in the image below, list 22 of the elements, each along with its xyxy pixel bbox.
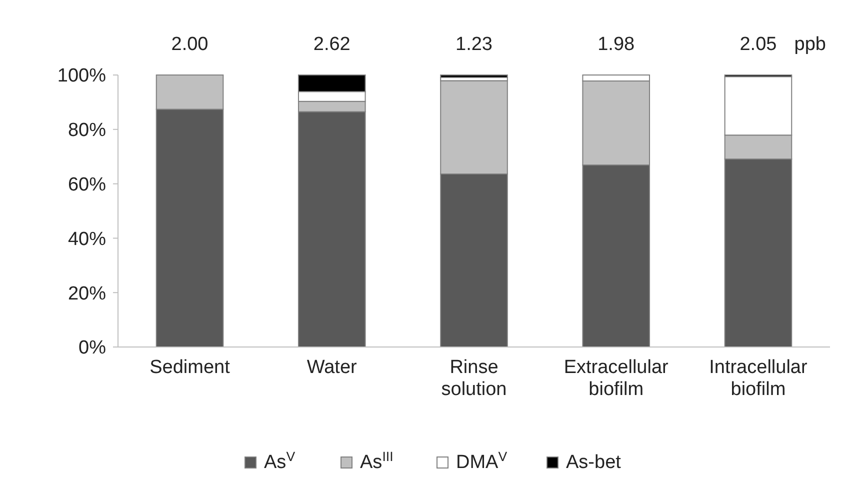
y-tick-label: 20% [68, 283, 106, 304]
y-tick-label: 80% [68, 120, 106, 142]
x-tick-label: Rinse solution [441, 357, 507, 400]
text: 2.62 [313, 34, 350, 55]
legend-label: As-bet [566, 452, 622, 473]
y-tick-label: 100% [57, 66, 106, 87]
x-tick-label: Water [306, 357, 358, 378]
legend-label: As$^{III}$ [360, 448, 394, 473]
bar [440, 74, 508, 78]
x-tick-label: Intracellular biofilm [709, 357, 808, 400]
text: 2.05 [740, 34, 777, 55]
x-tick-label: Extracellular biofilm [564, 357, 670, 400]
legend-label: As$^{V}$ [264, 448, 296, 473]
text: 1.98 [598, 34, 635, 55]
x-tick-label: Sediment [150, 357, 231, 378]
legend-label: DMA$^{V}$ [456, 448, 508, 473]
text: 1.23 [456, 34, 492, 55]
y-tick-label: 40% [68, 228, 106, 250]
y-tick-label: 60% [68, 174, 106, 196]
text: ppb [794, 34, 826, 55]
y-tick-label: 0% [78, 338, 106, 359]
text: 2.00 [171, 34, 208, 55]
